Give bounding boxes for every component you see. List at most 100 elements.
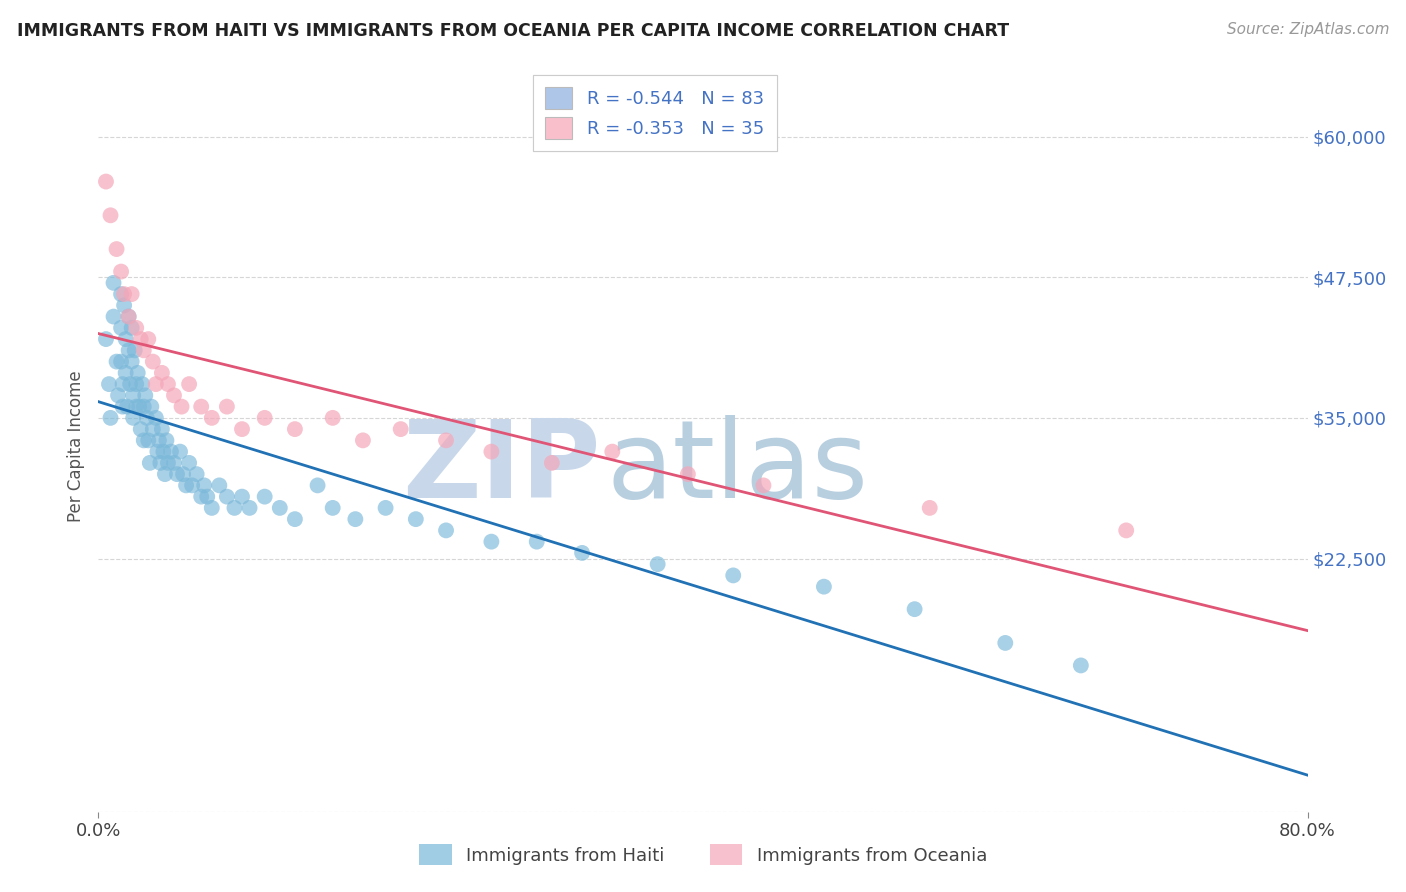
Point [284,422,307,436]
Point [231,422,253,436]
Point [195,490,218,504]
Point [676,467,699,482]
Point [103,276,125,290]
Point [481,444,503,458]
Point [170,400,193,414]
Point [1070,658,1092,673]
Point [1115,524,1137,538]
Point [904,602,927,616]
Point [134,388,156,402]
Point [163,388,186,402]
Point [141,400,163,414]
Point [253,490,276,504]
Point [132,434,155,448]
Point [110,264,132,278]
Point [131,377,153,392]
Point [98,377,121,392]
Point [111,400,134,414]
Point [602,444,624,458]
Point [215,490,238,504]
Point [526,534,548,549]
Point [105,354,128,368]
Point [540,456,562,470]
Point [124,343,146,358]
Point [122,410,145,425]
Point [231,490,253,504]
Point [118,310,141,324]
Point [193,478,215,492]
Point [118,343,141,358]
Point [239,500,262,515]
Point [156,456,179,470]
Point [153,467,176,482]
Point [481,534,503,549]
Point [103,310,125,324]
Point [129,332,152,346]
Point [253,410,276,425]
Point [121,287,143,301]
Point [190,400,212,414]
Point [155,434,177,448]
Point [201,410,224,425]
Point [723,568,745,582]
Point [148,434,170,448]
Point [132,343,155,358]
Point [169,444,191,458]
Point [174,478,197,492]
Point [374,500,396,515]
Point [172,467,194,482]
Point [110,321,132,335]
Point [352,434,374,448]
Point [186,467,208,482]
Point [139,456,162,470]
Point [135,410,157,425]
Point [163,456,186,470]
Point [160,444,183,458]
Point [647,557,669,571]
Point [111,377,134,392]
Point [389,422,412,436]
Point [322,500,344,515]
Point [136,332,159,346]
Point [224,500,246,515]
Point [145,410,167,425]
Text: ZIP: ZIP [402,415,600,521]
Legend: Immigrants from Haiti, Immigrants from Oceania: Immigrants from Haiti, Immigrants from O… [411,835,995,874]
Point [136,434,159,448]
Point [813,580,835,594]
Point [307,478,329,492]
Point [434,524,457,538]
Point [142,354,165,368]
Point [405,512,427,526]
Point [201,500,224,515]
Point [121,354,143,368]
Point [142,422,165,436]
Point [120,377,142,392]
Point [150,422,173,436]
Point [434,434,457,448]
Point [112,287,135,301]
Text: IMMIGRANTS FROM HAITI VS IMMIGRANTS FROM OCEANIA PER CAPITA INCOME CORRELATION C: IMMIGRANTS FROM HAITI VS IMMIGRANTS FROM… [17,22,1010,40]
Point [105,242,128,256]
Point [121,321,143,335]
Y-axis label: Per Capita Income: Per Capita Income [67,370,86,522]
Point [122,388,145,402]
Point [215,400,238,414]
Point [146,444,169,458]
Point [118,310,141,324]
Point [145,377,167,392]
Point [112,298,135,312]
Text: atlas: atlas [606,415,869,521]
Point [127,366,149,380]
Point [94,332,117,346]
Point [110,354,132,368]
Point [152,444,174,458]
Point [149,456,172,470]
Point [344,512,367,526]
Point [150,366,173,380]
Point [322,410,344,425]
Point [114,366,136,380]
Point [752,478,775,492]
Point [125,377,148,392]
Legend: R = -0.544   N = 83, R = -0.353   N = 35: R = -0.544 N = 83, R = -0.353 N = 35 [533,75,776,152]
